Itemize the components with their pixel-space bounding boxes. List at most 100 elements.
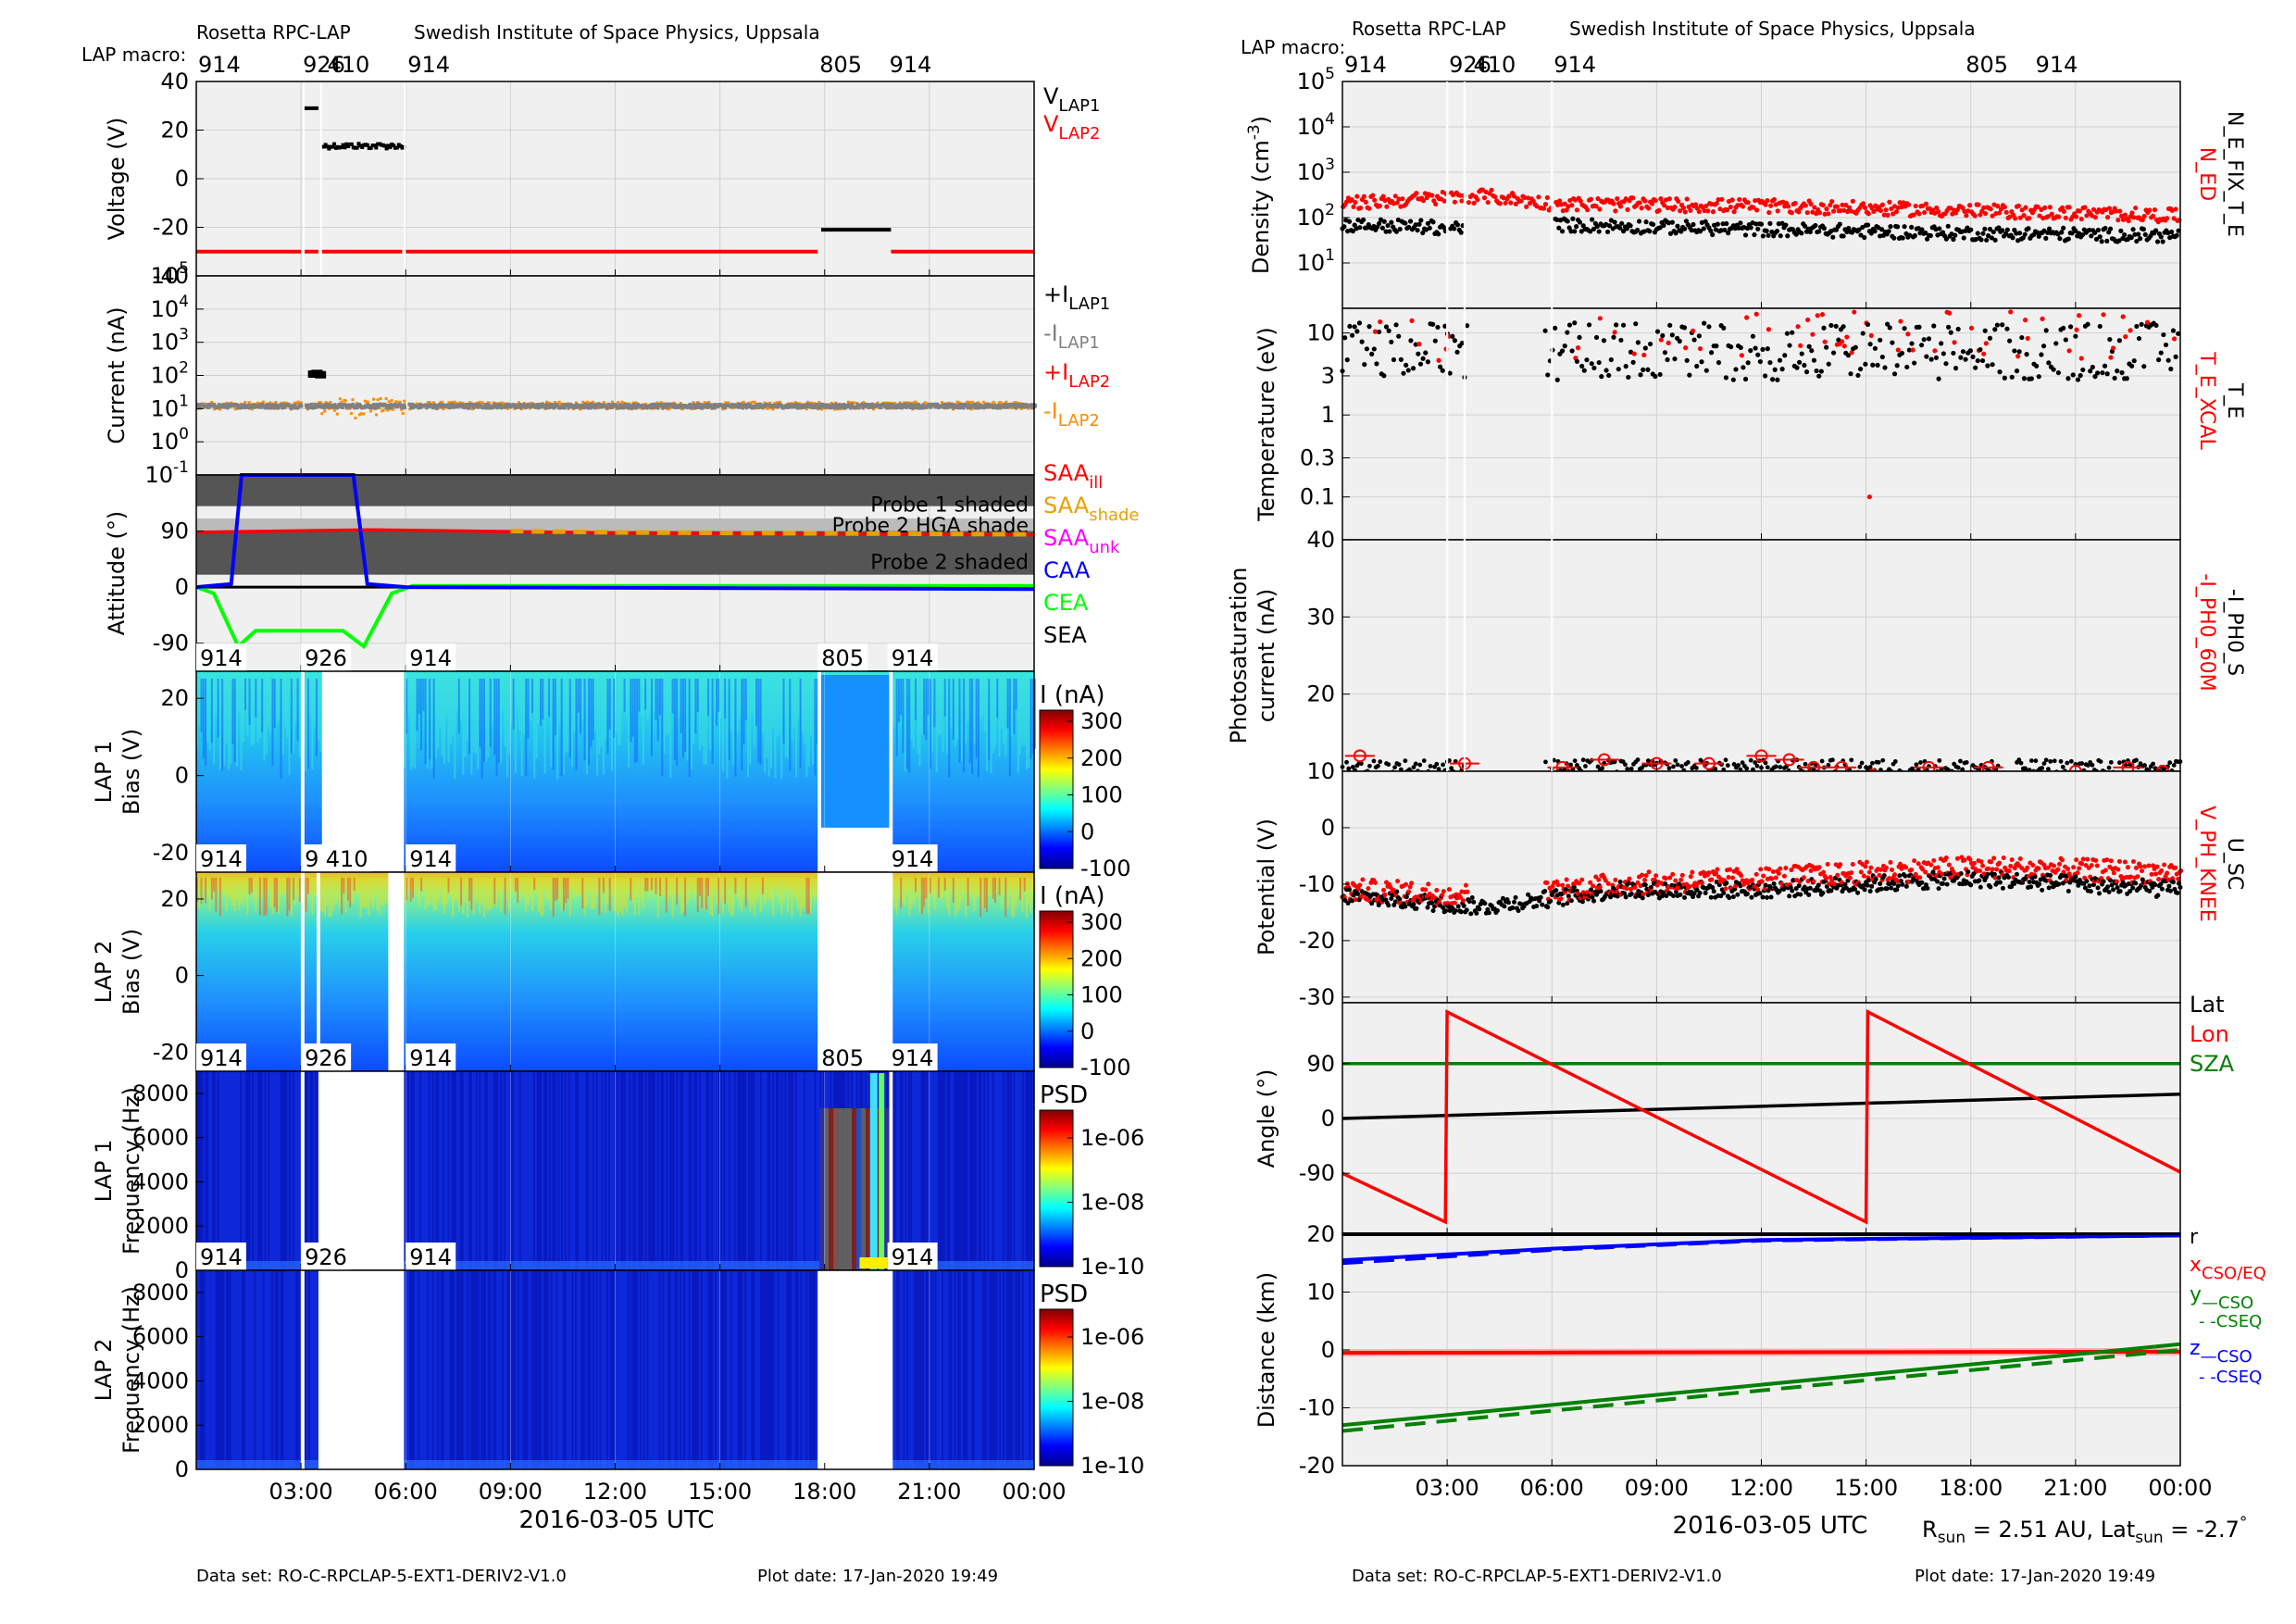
temperature-te-point bbox=[1410, 366, 1416, 371]
density-ned-point bbox=[1646, 206, 1652, 211]
lap1_freq-heatmap-streak bbox=[431, 1071, 434, 1270]
lap1_freq-heatmap-streak bbox=[805, 1071, 808, 1270]
lap1_freq-heatmap-streak bbox=[922, 1071, 925, 1270]
lap2_bias-heatmap-streak bbox=[915, 878, 917, 893]
lap1_bias-heatmap-streak bbox=[797, 679, 800, 718]
density-ned-point bbox=[1541, 206, 1547, 211]
lap1_freq-heatmap-streak bbox=[258, 1071, 261, 1270]
lap2_freq-heatmap-streak bbox=[274, 1270, 277, 1469]
density-ne-fix-point bbox=[1764, 228, 1769, 233]
lap1_bias-heatmap-streak bbox=[319, 679, 322, 752]
temperature-te-point bbox=[1425, 359, 1430, 365]
density-ne-fix-point bbox=[1752, 231, 1757, 238]
lap1_freq-heatmap-streak bbox=[973, 1071, 976, 1270]
voltage-y-axis-label: Voltage (V) bbox=[104, 118, 130, 241]
lap1_bias-heatmap-streak bbox=[718, 679, 720, 712]
current-lap1-point bbox=[593, 404, 596, 408]
temperature-te-point bbox=[1405, 368, 1411, 373]
lap2_freq-heatmap-streak bbox=[455, 1270, 457, 1469]
lap1_bias-heatmap-streak bbox=[759, 679, 762, 765]
current-lap1-point bbox=[1025, 403, 1029, 407]
lap1_freq-heatmap-streak bbox=[514, 1071, 517, 1270]
lap2_freq-heatmap-streak bbox=[406, 1270, 408, 1469]
lap2_bias-heatmap-streak bbox=[988, 878, 991, 897]
density-ne-fix-point bbox=[1923, 230, 1928, 236]
lap2_freq-heatmap-streak bbox=[958, 1270, 961, 1469]
lap2_bias-heatmap-streak bbox=[738, 878, 741, 907]
lap1_freq-heatmap-streak bbox=[540, 1071, 543, 1270]
density-ned-point bbox=[1564, 207, 1569, 213]
lap1_freq-heatmap-streak bbox=[206, 1071, 209, 1270]
current-lap2-point bbox=[318, 401, 321, 405]
current-lap2-point bbox=[351, 398, 355, 402]
current-lap2-point bbox=[705, 402, 708, 406]
current-lap1-point bbox=[820, 403, 824, 407]
lap2_bias-heatmap-streak bbox=[749, 878, 752, 912]
lap2_freq-data-gap bbox=[817, 1270, 893, 1469]
current-lap1-point bbox=[341, 405, 344, 409]
lap2_freq-heatmap-streak bbox=[516, 1270, 518, 1469]
lap1_freq-heatmap-streak bbox=[611, 1071, 614, 1270]
lap1_freq-heatmap-streak bbox=[684, 1071, 687, 1270]
current-lap1-point bbox=[582, 406, 586, 410]
lap1_bias-heatmap-streak bbox=[253, 679, 256, 745]
lap1_bias-heatmap-streak bbox=[1021, 679, 1024, 745]
density-ned-point bbox=[1672, 205, 1678, 210]
current-lap1-point bbox=[579, 403, 582, 407]
lap1_freq-heatmap-streak bbox=[668, 1071, 671, 1270]
lap2_bias-heatmap-streak bbox=[801, 878, 804, 908]
lap2_freq-heatmap-streak bbox=[796, 1270, 799, 1469]
lap2_freq-heatmap-streak bbox=[681, 1270, 684, 1469]
lap2_bias-heatmap-streak bbox=[357, 878, 360, 893]
lap2_freq-heatmap-streak bbox=[774, 1270, 777, 1469]
attitude-saa-shade-point bbox=[593, 530, 607, 535]
lap1_bias-heatmap-streak bbox=[1006, 679, 1009, 729]
lap1_freq-heatmap-streak bbox=[532, 1071, 535, 1270]
lap2_bias-heatmap-streak bbox=[1019, 878, 1022, 900]
lap1_freq-y-axis-label: LAP 1Frequency (Hz) bbox=[91, 1087, 144, 1255]
lap1_bias-heatmap-streak bbox=[554, 679, 556, 735]
lap1_freq-macro-label: 914 bbox=[892, 1045, 934, 1071]
lap2_freq-heatmap-streak bbox=[482, 1270, 485, 1469]
lap1_freq-heatmap-streak bbox=[447, 1071, 450, 1270]
density-ne-fix-point bbox=[2142, 231, 2148, 238]
current-lap1-point bbox=[333, 403, 337, 407]
lap2_freq-heatmap-streak bbox=[428, 1270, 430, 1469]
current-lap1-point bbox=[916, 406, 919, 410]
lap2_bias-heatmap-streak bbox=[694, 878, 697, 899]
lap1_freq-heatmap-streak bbox=[896, 1071, 899, 1270]
density-ne-fix-point bbox=[2122, 231, 2128, 238]
lap2_freq-heatmap-streak bbox=[702, 1270, 705, 1469]
lap1_freq-heatmap-streak bbox=[948, 1071, 951, 1270]
lap1_bias-heatmap-streak bbox=[495, 679, 498, 776]
lap2_bias-heatmap-streak bbox=[985, 878, 988, 913]
lap1_freq-heatmap-805-column bbox=[884, 1108, 890, 1270]
lap2_bias-heatmap-streak bbox=[369, 878, 372, 904]
lap2_freq-heatmap-streak bbox=[1023, 1270, 1026, 1469]
temperature-te-point bbox=[1430, 321, 1436, 327]
current-lap2-point bbox=[849, 401, 853, 405]
current-lap1-point bbox=[705, 402, 709, 406]
temperature-te-point bbox=[1362, 362, 1367, 368]
lap1_freq-heatmap-streak bbox=[500, 1071, 503, 1270]
lap1_freq-heatmap-streak bbox=[1030, 1071, 1033, 1270]
current-lap2-point bbox=[999, 401, 1003, 405]
current-lap2-point bbox=[955, 400, 959, 404]
lap1_bias-heatmap-streak bbox=[489, 679, 492, 747]
current-lap2-point bbox=[428, 401, 431, 405]
density-ne-fix-point bbox=[1937, 226, 1942, 231]
lap2_bias-heatmap-streak bbox=[284, 878, 287, 893]
lap2_freq-heatmap-streak bbox=[1017, 1270, 1019, 1469]
density-ne-fix-point bbox=[1925, 236, 1930, 242]
lap2_freq-heatmap-streak bbox=[1004, 1270, 1006, 1469]
density-y-tick-label: 105 bbox=[1297, 65, 1335, 94]
density-ned-point bbox=[1763, 202, 1768, 207]
current-lap2-point bbox=[898, 401, 902, 405]
lap2_freq-heatmap-streak bbox=[744, 1270, 747, 1469]
lap2_bias-heatmap-streak bbox=[366, 878, 368, 909]
lap2_freq-heatmap-streak bbox=[915, 1270, 917, 1469]
attitude-saa-shade-point bbox=[573, 530, 587, 535]
lap2_bias-y-tick-label: -20 bbox=[153, 1039, 189, 1065]
lap1_bias-heatmap-streak bbox=[778, 679, 780, 735]
lap2_bias-colorbar-label: I (nA) bbox=[1040, 882, 1104, 910]
